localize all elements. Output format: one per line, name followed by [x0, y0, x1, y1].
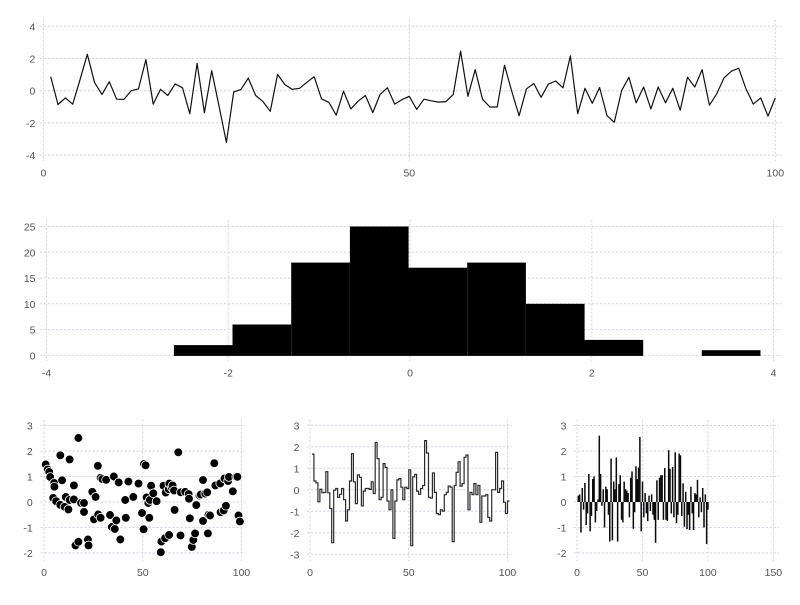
- svg-text:100: 100: [233, 567, 251, 579]
- svg-text:25: 25: [24, 222, 36, 234]
- svg-text:4: 4: [30, 21, 36, 33]
- svg-text:5: 5: [30, 325, 36, 337]
- svg-text:0: 0: [561, 497, 567, 509]
- svg-text:10: 10: [24, 299, 36, 311]
- svg-text:1: 1: [27, 472, 33, 484]
- svg-text:50: 50: [403, 567, 415, 579]
- svg-text:0: 0: [407, 367, 413, 379]
- svg-text:100: 100: [699, 567, 717, 579]
- svg-text:50: 50: [403, 167, 415, 179]
- svg-text:1: 1: [561, 472, 567, 484]
- svg-text:-1: -1: [23, 523, 32, 535]
- svg-text:0: 0: [40, 167, 46, 179]
- svg-text:-2: -2: [557, 548, 566, 560]
- svg-text:-2: -2: [290, 528, 299, 540]
- svg-text:-1: -1: [290, 506, 299, 518]
- svg-text:2: 2: [561, 446, 567, 458]
- svg-text:2: 2: [294, 442, 300, 454]
- svg-text:1: 1: [294, 463, 300, 475]
- svg-text:0: 0: [307, 567, 313, 579]
- svg-text:100: 100: [767, 167, 785, 179]
- svg-text:-1: -1: [557, 523, 566, 535]
- svg-text:-2: -2: [224, 367, 233, 379]
- svg-text:-2: -2: [23, 548, 32, 560]
- svg-text:15: 15: [24, 273, 36, 285]
- svg-text:2: 2: [30, 54, 36, 66]
- svg-text:-4: -4: [26, 150, 35, 162]
- svg-text:-4: -4: [42, 367, 51, 379]
- svg-text:0: 0: [27, 497, 33, 509]
- svg-text:3: 3: [294, 420, 300, 432]
- svg-text:0: 0: [41, 567, 47, 579]
- svg-text:3: 3: [561, 421, 567, 433]
- svg-text:-3: -3: [290, 549, 299, 561]
- svg-text:-2: -2: [26, 118, 35, 130]
- svg-text:0: 0: [30, 350, 36, 362]
- svg-text:4: 4: [771, 367, 777, 379]
- svg-text:0: 0: [30, 86, 36, 98]
- svg-text:50: 50: [137, 567, 149, 579]
- svg-text:50: 50: [637, 567, 649, 579]
- svg-text:150: 150: [765, 567, 783, 579]
- svg-text:0: 0: [294, 485, 300, 497]
- svg-text:100: 100: [499, 567, 517, 579]
- svg-text:3: 3: [27, 421, 33, 433]
- svg-text:0: 0: [574, 567, 580, 579]
- svg-text:2: 2: [589, 367, 595, 379]
- svg-text:2: 2: [27, 446, 33, 458]
- svg-text:20: 20: [24, 247, 36, 259]
